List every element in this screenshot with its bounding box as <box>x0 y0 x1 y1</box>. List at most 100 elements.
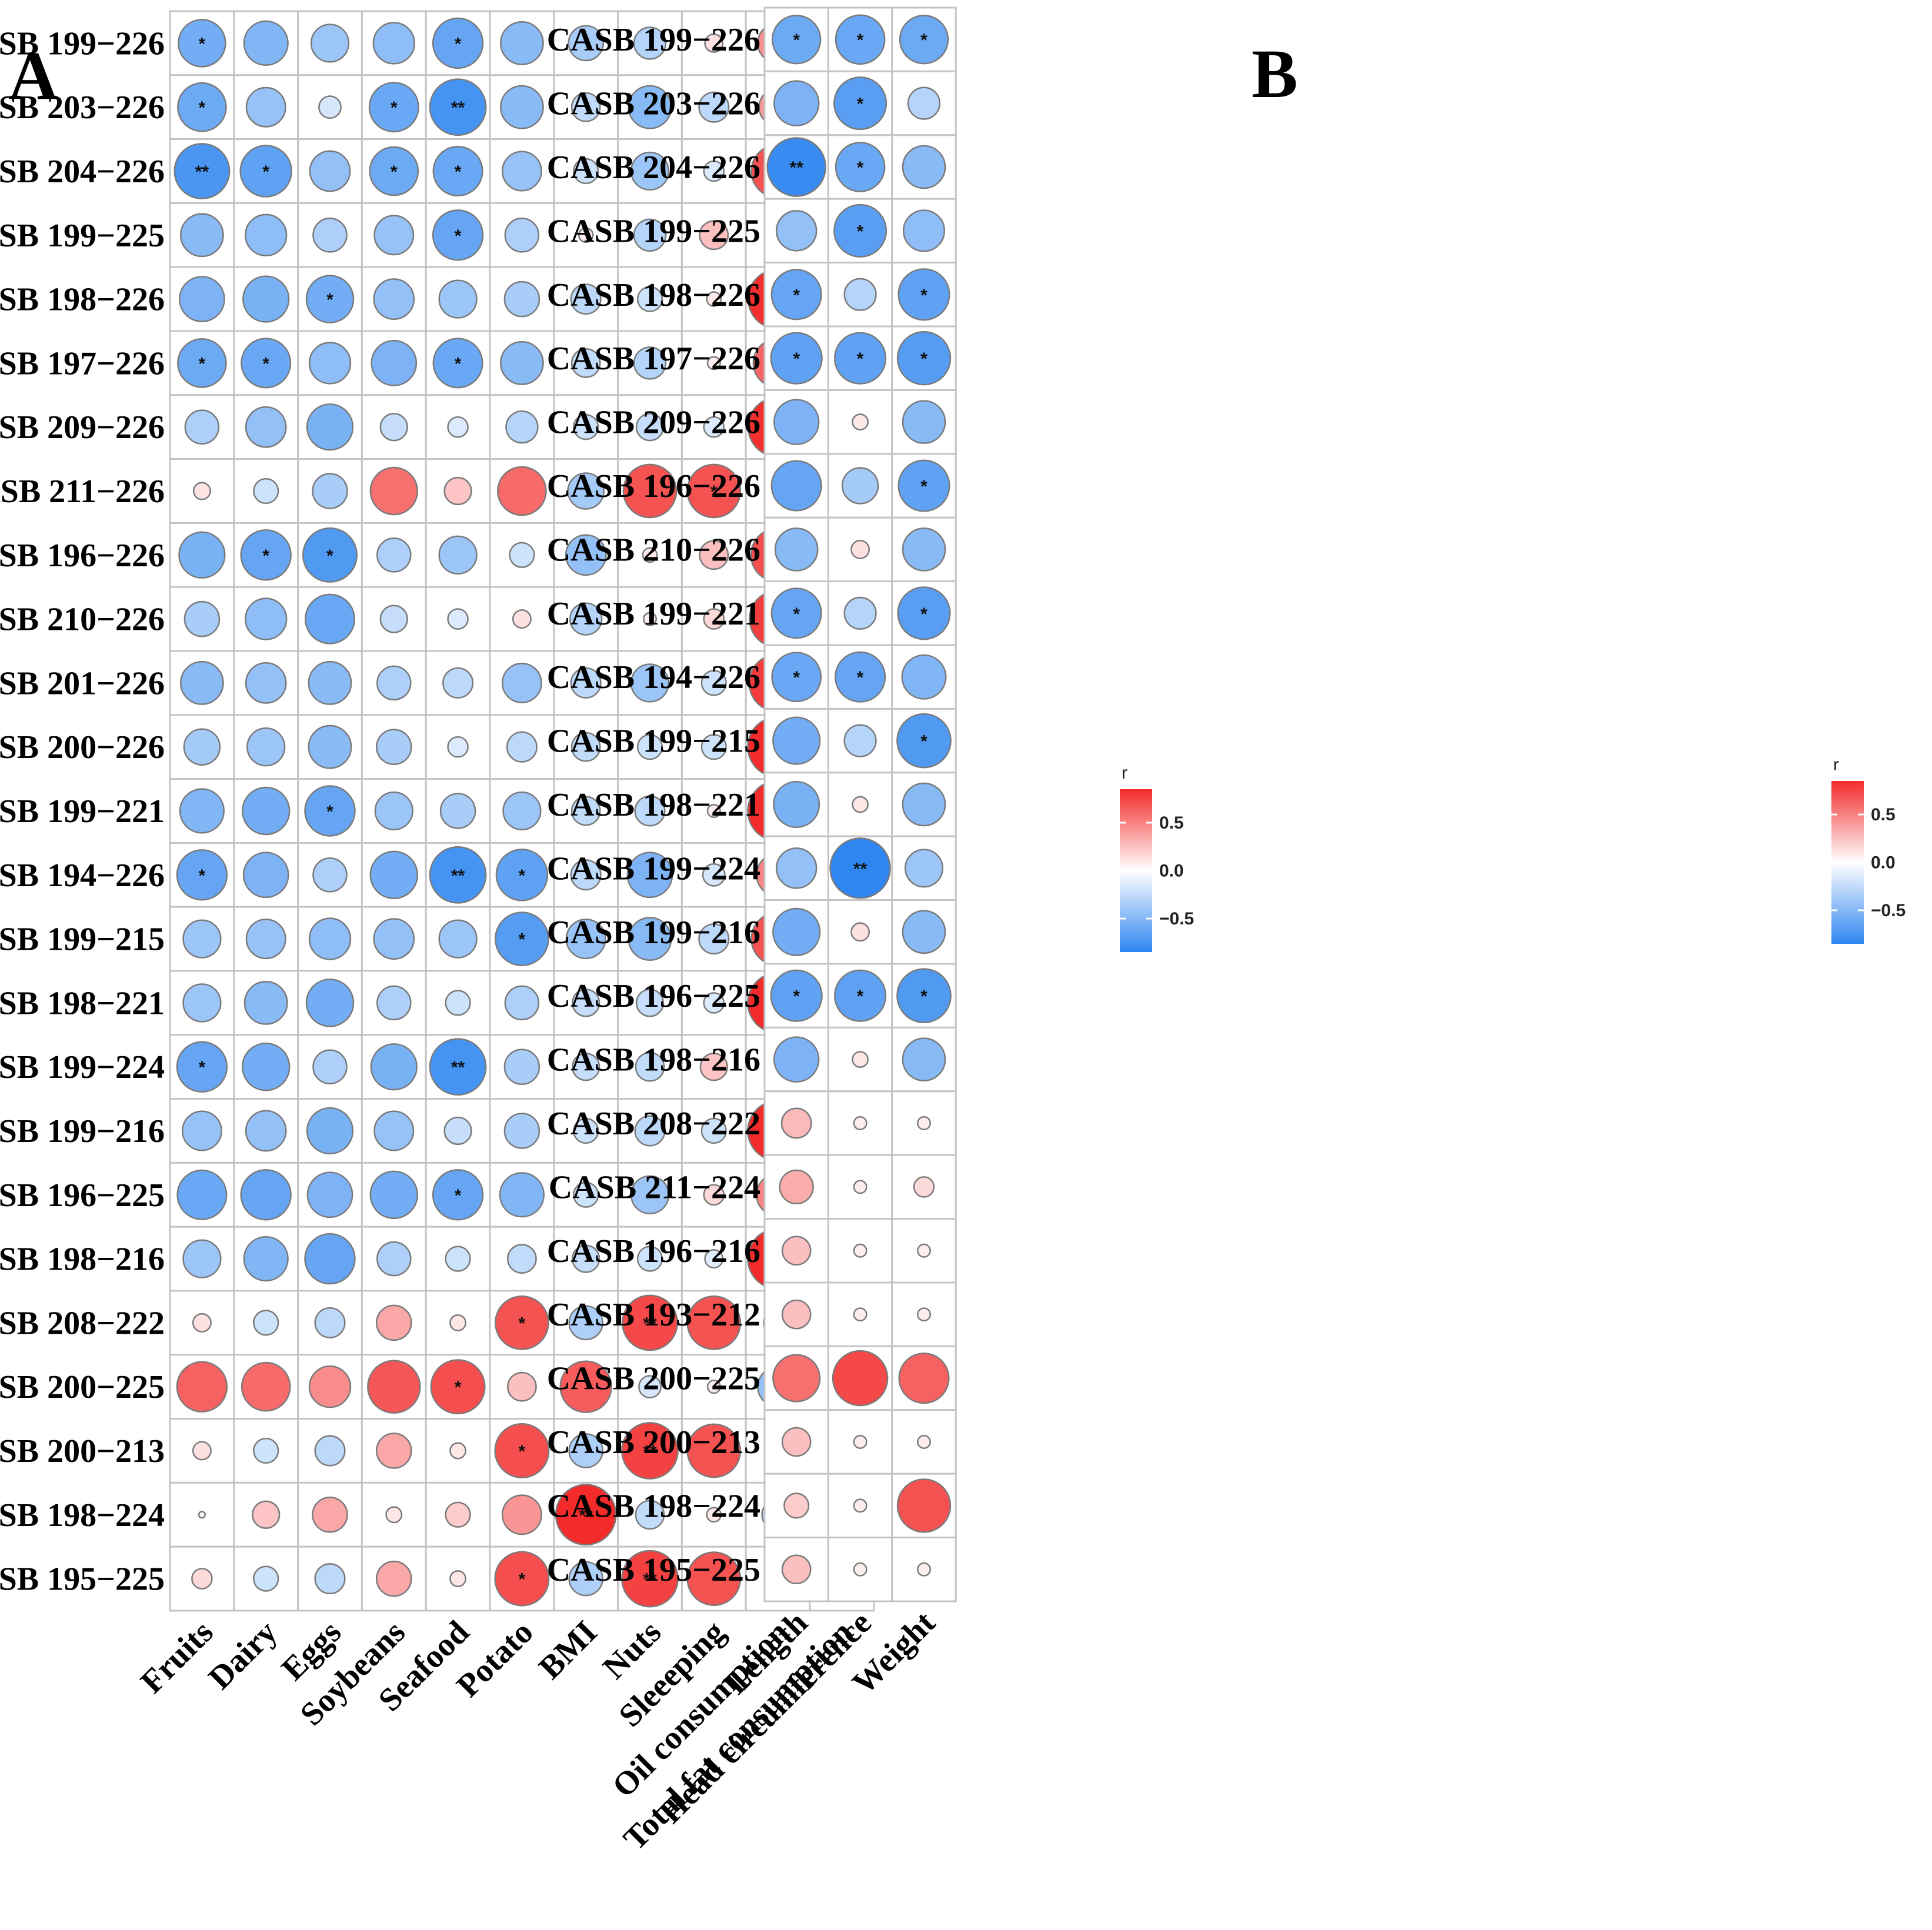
panel-a-correlation-dot <box>373 278 415 320</box>
panel-a-significance-mark: * <box>391 162 398 182</box>
panel-b-correlation-dot <box>853 1307 867 1322</box>
panel-a-correlation-dot <box>432 209 484 261</box>
panel-a-correlation-dot <box>192 1441 212 1461</box>
panel-a-correlation-dot <box>240 529 292 581</box>
panel-a-correlation-dot <box>372 22 415 65</box>
panel-a-correlation-dot <box>686 463 742 519</box>
panel-b-row-label: CASB 208−222 <box>547 1106 760 1142</box>
panel-a-correlation-dot <box>499 85 544 129</box>
panel-b-correlation-dot <box>770 969 823 1022</box>
panel-a-correlation-dot <box>706 356 721 370</box>
panel-a-row-label: CASB 199−215 <box>0 921 165 958</box>
panel-a-correlation-dot <box>373 215 415 256</box>
panel-b-significance-mark: ** <box>790 158 804 178</box>
panel-b-correlation-dot <box>770 269 822 320</box>
panel-a-correlation-dot <box>429 78 487 136</box>
panel-b-correlation-dot <box>766 137 826 197</box>
panel-a-correlation-dot <box>373 1110 415 1151</box>
panel-b-significance-mark: * <box>920 605 927 624</box>
panel-a-correlation-dot <box>243 980 288 1025</box>
panel-a-cell <box>553 266 619 332</box>
panel-a-row-label: CASB 195−225 <box>0 1561 165 1598</box>
panel-a-correlation-dot <box>509 542 535 568</box>
panel-a-correlation-dot <box>706 291 722 307</box>
panel-a-correlation-dot <box>706 1380 721 1394</box>
panel-a-correlation-dot <box>305 275 355 323</box>
panel-a-correlation-dot <box>310 24 350 63</box>
panel-a-significance-mark: ** <box>451 1058 465 1077</box>
panel-a-correlation-dot <box>634 1115 666 1147</box>
panel-b-correlation-dot <box>850 539 870 559</box>
panel-a-significance-mark: * <box>199 98 206 118</box>
panel-b-correlation-dot <box>834 332 887 385</box>
panel-a-correlation-dot <box>182 919 222 959</box>
panel-a-correlation-dot <box>501 151 542 192</box>
panel-a-correlation-dot <box>376 1560 412 1597</box>
panel-a-significance-mark: ** <box>451 866 465 886</box>
panel-b-correlation-dot <box>835 14 886 65</box>
panel-a-correlation-dot <box>177 338 227 388</box>
panel-a-correlation-dot <box>371 340 418 386</box>
panel-a-column-label: BMI <box>532 1614 604 1686</box>
panel-a-correlation-dot <box>570 348 601 378</box>
panel-a-correlation-dot <box>702 863 726 887</box>
panel-a-correlation-dot <box>703 416 725 438</box>
panel-b-correlation-dot <box>781 1236 812 1266</box>
panel-a-correlation-dot <box>573 414 599 440</box>
panel-a-significance-mark: * <box>519 1570 526 1590</box>
panel-a-correlation-dot <box>449 1442 467 1460</box>
panel-b-significance-mark: * <box>920 286 927 305</box>
panel-a-correlation-dot <box>495 911 549 966</box>
panel-a-correlation-dot <box>622 1294 678 1351</box>
panel-b-significance-mark: * <box>857 222 864 241</box>
panel-a-row-label: CASB 194−226 <box>0 857 165 894</box>
panel-b-correlation-dot <box>780 1107 812 1139</box>
panel-b-significance-mark: * <box>793 668 800 687</box>
panel-a-correlation-dot <box>176 1169 228 1220</box>
panel-b-correlation-dot <box>770 332 823 385</box>
panel-b-correlation-dot <box>770 587 822 639</box>
panel-a-row-label: CASB 200−225 <box>0 1369 165 1405</box>
panel-a-correlation-dot <box>700 670 727 696</box>
panel-a-significance-mark: * <box>199 34 206 54</box>
panel-a-correlation-dot <box>447 416 469 438</box>
panel-a-correlation-dot <box>495 1295 549 1350</box>
panel-a-row-label: CASB 196−225 <box>0 1177 165 1214</box>
panel-a-correlation-dot <box>430 1359 486 1415</box>
panel-a-correlation-dot <box>703 608 725 630</box>
panel-b-correlation-dot <box>783 1492 810 1519</box>
panel-a-correlation-dot <box>432 145 483 197</box>
panel-b-row-label: CASB 200−225 <box>547 1361 760 1397</box>
panel-a-correlation-dot <box>568 1561 603 1597</box>
panel-a-correlation-dot <box>252 1500 281 1529</box>
panel-a-correlation-dot <box>253 478 279 505</box>
panel-b-correlation-dot <box>902 400 946 444</box>
panel-a-correlation-dot <box>635 1051 665 1082</box>
panel-b-correlation-dot <box>771 652 822 703</box>
panel-a-correlation-dot <box>438 535 478 575</box>
panel-a-correlation-dot <box>703 160 725 182</box>
panel-a-correlation-dot <box>501 1494 542 1535</box>
panel-a-correlation-dot <box>312 473 348 509</box>
panel-a-correlation-dot <box>699 540 729 570</box>
panel-b-correlation-dot <box>833 76 887 131</box>
panel-b-correlation-dot <box>853 1435 867 1449</box>
panel-a-correlation-dot <box>241 1042 291 1091</box>
panel-b-correlation-dot <box>896 968 952 1024</box>
panel-b-correlation-dot <box>773 781 820 828</box>
panel-a-correlation-dot <box>179 213 224 258</box>
panel-b-correlation-dot <box>898 1353 950 1404</box>
panel-a-correlation-dot <box>501 662 542 703</box>
panel-a-correlation-dot <box>633 346 667 380</box>
panel-a-legend-tick-label: 0.5 <box>1159 813 1184 833</box>
panel-b-row-label: CASB 196−216 <box>547 1233 760 1270</box>
panel-a-correlation-dot <box>253 1565 279 1592</box>
panel-a-correlation-dot <box>370 1043 418 1091</box>
panel-a-correlation-dot <box>304 785 356 837</box>
panel-a-correlation-dot <box>243 1236 289 1282</box>
panel-a-correlation-dot <box>507 1371 537 1402</box>
panel-b-correlation-dot <box>902 145 946 189</box>
panel-a-correlation-dot <box>379 413 408 442</box>
panel-b-correlation-dot <box>853 1562 867 1577</box>
